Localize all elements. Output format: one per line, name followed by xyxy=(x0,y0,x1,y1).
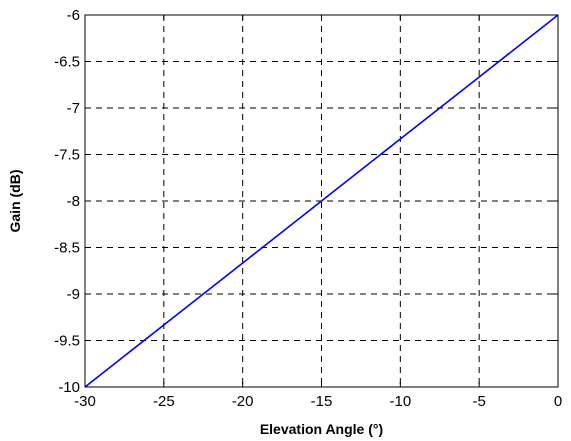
x-axis-ticks: -30 -25 -20 -15 -10 -5 0 xyxy=(74,15,562,410)
x-tick-label: -30 xyxy=(74,393,96,410)
y-tick-label: -9.5 xyxy=(54,333,80,350)
x-tick-label: -25 xyxy=(153,393,175,410)
series-layer xyxy=(84,14,559,388)
gain-line xyxy=(84,14,559,388)
y-tick-label: -10 xyxy=(58,379,80,396)
x-tick-label: 0 xyxy=(554,393,562,410)
y-tick-label: -7.5 xyxy=(54,147,80,164)
y-tick-label: -8.5 xyxy=(54,240,80,257)
y-tick-label: -8 xyxy=(67,193,80,210)
y-axis-ticks: -10 -9.5 -9 -8.5 -8 -7.5 -7 -6.5 -6 xyxy=(54,7,558,396)
y-tick-label: -9 xyxy=(67,286,80,303)
x-tick-label: -15 xyxy=(311,393,333,410)
x-tick-label: -5 xyxy=(472,393,485,410)
y-axis-title: Gain (dB) xyxy=(7,170,23,233)
x-tick-label: -10 xyxy=(389,393,411,410)
y-tick-label: -6.5 xyxy=(54,54,80,71)
y-tick-label: -6 xyxy=(67,7,80,24)
y-tick-label: -7 xyxy=(67,100,80,117)
x-axis-title: Elevation Angle (°) xyxy=(260,421,383,437)
x-tick-label: -20 xyxy=(232,393,254,410)
